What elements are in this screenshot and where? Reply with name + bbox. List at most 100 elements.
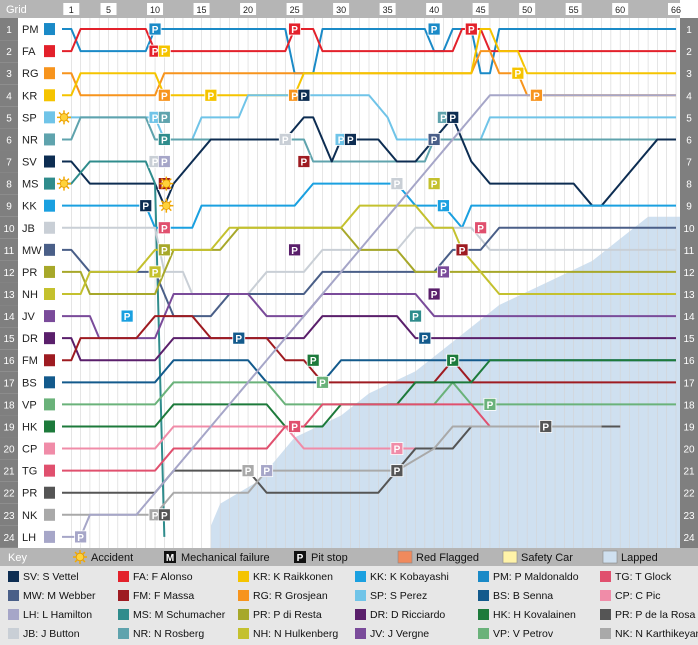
grid-driver-code: FM (22, 355, 38, 367)
lap-tick-box (472, 3, 489, 15)
legend-label: Safety Car (521, 552, 573, 564)
grid-number: 20 (3, 445, 15, 456)
final-position-number: 3 (686, 69, 692, 80)
p-icon-glyph: P (297, 553, 304, 564)
driver-key-swatch (118, 571, 129, 582)
pit-stop-glyph: P (515, 69, 522, 80)
driver-key-label: JV: J Vergne (370, 628, 429, 640)
driver-line-hk (62, 359, 676, 428)
driver-key-label: NK: N Karthikeyan (615, 628, 698, 640)
grid-number: 9 (6, 202, 12, 213)
pit-stop-glyph: P (161, 224, 168, 235)
pit-stop-marker (427, 22, 441, 36)
pit-stop-marker (157, 243, 171, 257)
pit-stop-marker (157, 133, 171, 146)
final-position-number: 1 (686, 25, 692, 36)
driver-line-nk (62, 425, 602, 516)
pit-stop-glyph: P (440, 202, 447, 213)
grid-driver-swatch (44, 155, 55, 168)
grid-driver-code: KR (22, 90, 37, 102)
driver-line-pm (62, 28, 676, 75)
pit-stop-glyph: P (245, 467, 252, 478)
sun-core (59, 113, 69, 122)
pit-stop-marker (157, 155, 171, 168)
driver-key-swatch (238, 609, 249, 620)
pit-stop-glyph: P (208, 91, 215, 102)
pit-stop-marker (343, 133, 357, 146)
pit-stop-marker (390, 442, 404, 455)
grid-driver-swatch (44, 199, 55, 212)
final-position-number: 15 (683, 334, 695, 345)
pit-stop-marker (530, 88, 543, 102)
driver-key-label: TG: T Glock (615, 571, 672, 583)
grid-driver-code: HK (22, 421, 38, 433)
final-position-number: 14 (683, 312, 695, 323)
pit-stop-glyph: P (161, 135, 168, 146)
m-icon-glyph: M (166, 553, 174, 564)
grid-number: 16 (3, 356, 15, 367)
driver-key-label: RG: R Grosjean (253, 590, 328, 602)
grid-number-cell (0, 327, 18, 350)
grid-number-cell (0, 371, 18, 394)
pit-stop-marker (139, 199, 153, 213)
grid-driver-swatch (44, 111, 55, 124)
final-position-number: 4 (686, 91, 692, 102)
driver-key-label: PR: P de la Rosa (615, 609, 696, 621)
driver-key-swatch (238, 590, 249, 601)
p-icon (294, 551, 306, 563)
legend: Accident M Mechanical failure P Pit stop Red … (73, 550, 658, 564)
pit-stop-marker (157, 88, 171, 102)
driver-key-label: PR: P di Resta (253, 609, 322, 621)
pit-stop-glyph: P (282, 135, 289, 146)
driver-key-swatch (355, 628, 366, 639)
accident-marker (159, 176, 174, 191)
lap-tick-box (426, 3, 443, 15)
driver-key-label: KR: K Raikkonen (253, 571, 333, 583)
final-position-number: 7 (686, 158, 692, 169)
grid-driver-code: PR (22, 488, 37, 500)
final-position-number: 9 (686, 202, 692, 213)
grid-driver-code: KK (22, 201, 37, 213)
pit-stop-marker (455, 243, 469, 257)
pit-stop-marker (278, 133, 292, 146)
pit-stop-glyph: P (440, 113, 447, 124)
grid-number-cell (0, 349, 18, 372)
pit-stop-marker (427, 133, 441, 146)
final-position-number: 8 (686, 180, 692, 191)
pit-stop-glyph: P (291, 25, 298, 36)
pit-stop-glyph: P (431, 290, 438, 301)
pit-stop-glyph: P (291, 91, 298, 102)
final-position-number: 18 (683, 400, 695, 411)
pit-stop-marker (288, 22, 301, 36)
grid-number: 7 (6, 158, 12, 169)
grid-number-cell (0, 260, 18, 283)
driver-key-label: SP: S Perez (370, 590, 427, 602)
m-icon (164, 551, 176, 563)
driver-key-swatch (355, 590, 366, 601)
pit-stop-glyph: P (291, 246, 298, 257)
grid-number-cell (0, 128, 18, 151)
grid-driver-swatch (44, 89, 55, 102)
pit-stop-glyph: P (152, 511, 159, 522)
grid-driver-code: SP (22, 112, 37, 124)
lap-tick-box (668, 3, 684, 15)
pit-stop-glyph: P (394, 445, 401, 456)
pit-stop-marker (437, 265, 450, 279)
grid-number-cell (0, 216, 18, 239)
driver-key-label: SV: S Vettel (23, 571, 79, 583)
grid-driver-code: LH (22, 532, 36, 544)
pit-stop-glyph: P (77, 533, 84, 544)
final-position-number: 16 (683, 356, 695, 367)
lap-tick-box (240, 3, 257, 15)
key-title: Key (8, 552, 27, 564)
grid-driver-swatch (44, 398, 55, 411)
pit-stop-glyph: P (449, 113, 456, 124)
pit-stop-glyph: P (161, 158, 168, 169)
grid-number: 12 (3, 268, 15, 279)
grid-number: 5 (6, 113, 12, 124)
grid-number: 2 (6, 47, 12, 58)
pit-stop-glyph: P (319, 378, 326, 389)
pit-stop-glyph: P (152, 25, 159, 36)
sun-core (59, 179, 69, 188)
lap-tick-label: 55 (569, 5, 579, 15)
